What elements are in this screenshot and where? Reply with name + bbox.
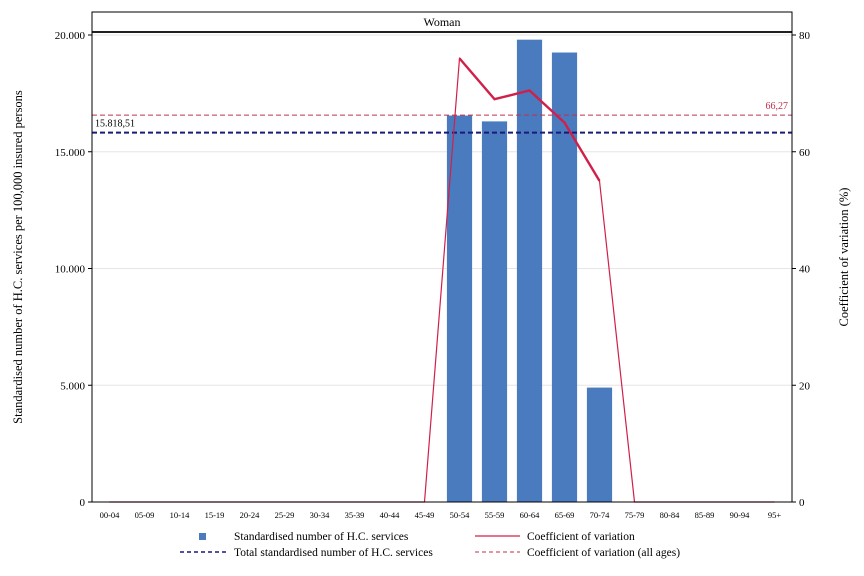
y2-axis-label: Coefficient of variation (%) xyxy=(837,188,851,327)
x-tick-label: 75-79 xyxy=(625,510,645,520)
x-tick-label: 55-59 xyxy=(485,510,505,520)
x-tick-label: 00-04 xyxy=(100,510,121,520)
x-tick-label: 65-69 xyxy=(555,510,575,520)
y2-tick-label: 80 xyxy=(799,30,811,42)
y2-tick-label: 60 xyxy=(799,147,811,159)
y2-tick-label: 20 xyxy=(799,380,811,392)
plot-border xyxy=(91,11,793,503)
legend-label: Coefficient of variation xyxy=(527,531,635,543)
x-tick-label: 15-19 xyxy=(205,510,225,520)
x-tick-label: 60-64 xyxy=(520,510,541,520)
x-tick-label: 50-54 xyxy=(450,510,471,520)
x-tick-label: 90-94 xyxy=(730,510,751,520)
x-tick-label: 35-39 xyxy=(345,510,365,520)
bar xyxy=(446,115,473,503)
x-tick-label: 70-74 xyxy=(590,510,611,520)
panel-title: Woman xyxy=(423,15,460,29)
y-tick-label: 0 xyxy=(80,497,86,509)
legend-swatch-bar xyxy=(199,533,206,540)
line-series xyxy=(109,56,775,503)
x-tick-label: 85-89 xyxy=(695,510,715,520)
x-tick-label: 40-44 xyxy=(380,510,401,520)
axes: 0 5.000 10.000 15.000 20.000 0 20 40 60 80 00-04 05… xyxy=(11,30,851,520)
x-tick-label: 45-49 xyxy=(415,510,435,520)
x-tick-label: 20-24 xyxy=(240,510,261,520)
cv-reference-label: 66,27 xyxy=(766,101,789,112)
x-tick-label: 95+ xyxy=(768,510,782,520)
x-tick-label: 05-09 xyxy=(135,510,155,520)
grid-lines xyxy=(92,34,792,386)
y-axis-label: Standardised number of H.C. services per… xyxy=(11,90,25,424)
legend-label: Standardised number of H.C. services xyxy=(234,531,409,543)
y2-tick-label: 40 xyxy=(799,264,811,276)
x-tick-label: 80-84 xyxy=(660,510,681,520)
legend-label: Coefficient of variation (all ages) xyxy=(527,547,680,559)
bar xyxy=(481,121,508,503)
x-tick-label: 10-14 xyxy=(170,510,191,520)
bar xyxy=(551,52,578,502)
total-reference-label: 15.818,51 xyxy=(95,119,135,130)
cv-line-highlight xyxy=(458,57,601,182)
cv-line xyxy=(109,56,775,503)
bar xyxy=(586,387,613,502)
y-tick-label: 10.000 xyxy=(55,264,86,276)
y-tick-label: 20.000 xyxy=(55,30,86,42)
bar-series xyxy=(446,39,613,503)
legend-label: Total standardised number of H.C. servic… xyxy=(234,547,433,559)
x-tick-label: 30-34 xyxy=(310,510,331,520)
y-tick-label: 5.000 xyxy=(60,380,85,392)
x-tick-label: 25-29 xyxy=(275,510,295,520)
reference-lines: 15.818,51 66,27 xyxy=(92,101,792,134)
bar xyxy=(516,39,543,503)
legend: Standardised number of H.C. services Tota… xyxy=(180,531,680,559)
y-tick-label: 15.000 xyxy=(55,147,86,159)
y2-tick-label: 0 xyxy=(799,497,805,509)
plot-frame: Woman xyxy=(91,11,793,503)
